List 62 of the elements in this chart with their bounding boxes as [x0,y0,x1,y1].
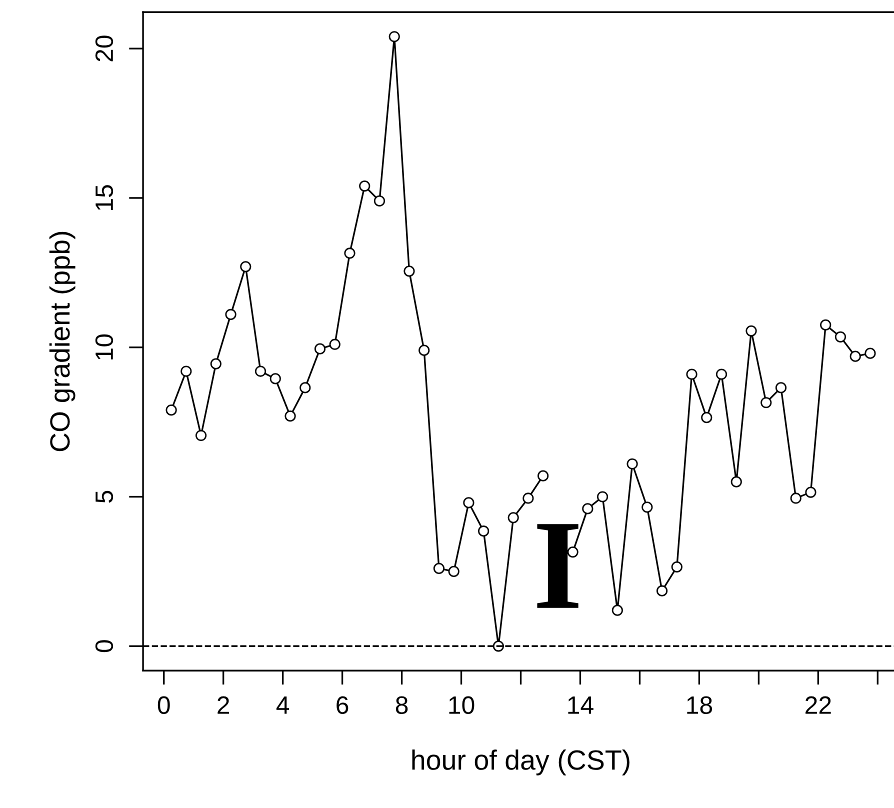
point [522,492,534,504]
point [240,261,252,272]
point [210,358,222,370]
point [850,350,861,362]
point [701,412,712,424]
x-tick-label: 6 [336,696,348,714]
x-tick-label: 10 [449,696,474,714]
point [404,266,415,277]
x-tick-label: 22 [806,696,831,714]
point [329,338,340,350]
point [195,430,207,442]
point [656,585,668,596]
point [254,366,266,377]
point [359,180,370,192]
point [596,491,608,502]
x-tick-label: 8 [396,696,408,714]
point [805,486,816,498]
point [225,308,236,320]
x-tick-label: 18 [687,696,712,714]
point [314,343,326,354]
point [626,458,638,470]
y-tick-label: 20 [95,36,114,62]
y-tick-label: 0 [95,640,114,652]
y-tick-label: 10 [95,334,114,360]
point [820,319,832,331]
point [418,344,430,356]
y-axis-title: CO gradient (ppb) [49,232,76,452]
point [730,476,742,488]
annotation: I [537,524,578,608]
point [180,366,192,377]
point [582,503,594,514]
point [166,404,177,416]
point [716,368,728,380]
point [433,562,445,574]
point [775,382,787,394]
y-tick-label: 5 [96,490,114,503]
point [344,248,356,259]
point [746,325,757,336]
point [642,502,653,513]
x-tick-label: 0 [158,696,170,714]
point [686,368,698,380]
point [284,410,296,422]
point [790,492,802,504]
x-tick-label: 14 [568,696,594,714]
point [388,31,400,42]
point [538,470,549,482]
point [300,382,311,394]
x-tick-label: 4 [276,696,290,714]
point [374,195,386,207]
point [612,604,623,616]
x-tick-label: 2 [218,696,230,714]
point [463,497,474,508]
point [864,348,876,359]
point [671,561,682,573]
point [448,566,460,577]
x-axis-title: hour of day (CST) [412,750,630,776]
point [270,373,281,384]
point [478,526,490,537]
point [834,331,846,342]
point [508,512,519,524]
y-tick-label: 15 [96,185,114,210]
point [760,397,772,408]
